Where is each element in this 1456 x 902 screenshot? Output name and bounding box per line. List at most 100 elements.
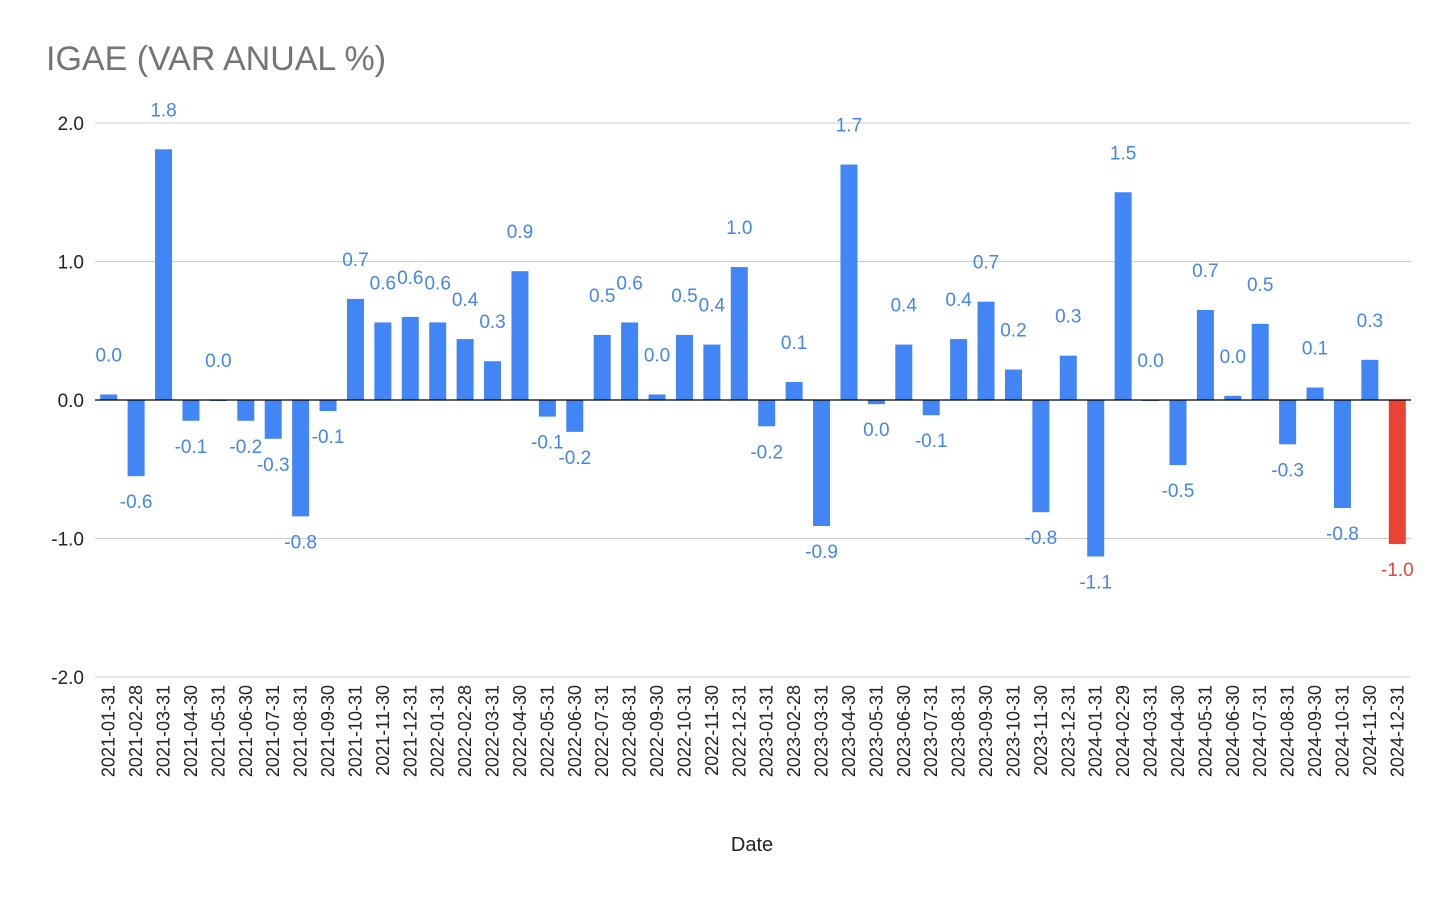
bar — [484, 361, 502, 400]
data-label: 0.5 — [671, 286, 697, 307]
data-label: -0.3 — [257, 455, 290, 476]
x-tick-label: 2023-03-31 — [812, 685, 832, 777]
data-label: 0.4 — [891, 296, 918, 317]
x-tick-label: 2021-07-31 — [263, 685, 283, 777]
x-tick-label: 2023-07-31 — [921, 685, 941, 777]
bar — [813, 400, 831, 527]
bar — [1279, 400, 1297, 445]
bar — [374, 322, 392, 400]
gridlines — [95, 122, 1411, 678]
x-tick-label: 2021-04-30 — [181, 685, 201, 777]
bar — [1087, 400, 1105, 557]
x-tick-label: 2021-10-31 — [345, 685, 365, 777]
bar — [785, 381, 803, 400]
bar — [867, 400, 885, 405]
bar — [1224, 395, 1242, 400]
data-label: 0.4 — [699, 296, 726, 317]
y-tick-label: 1.0 — [58, 253, 84, 274]
x-tick-label: 2022-06-30 — [565, 685, 585, 777]
data-label: 0.5 — [589, 286, 615, 307]
data-labels: 0.0-0.61.8-0.10.0-0.2-0.3-0.8-0.10.70.6 0… — [95, 100, 1413, 593]
x-tick-label: 2022-09-30 — [647, 685, 667, 777]
data-label: 0.0 — [205, 351, 231, 372]
x-tick-label: 2024-08-31 — [1278, 685, 1298, 777]
bar — [950, 339, 968, 400]
data-label: 1.5 — [1110, 143, 1136, 164]
data-label: -1.1 — [1079, 573, 1112, 594]
bar — [155, 149, 173, 400]
x-tick-label: 2021-03-31 — [154, 685, 174, 777]
data-label: -0.1 — [175, 437, 208, 458]
bar — [730, 267, 748, 400]
data-label: -0.2 — [229, 437, 262, 458]
data-label: 0.3 — [1055, 307, 1081, 328]
data-label: 0.0 — [644, 345, 670, 366]
bar — [566, 400, 584, 432]
data-label: -0.8 — [1326, 524, 1359, 545]
data-label: -0.1 — [531, 433, 564, 454]
data-label: 0.3 — [479, 312, 505, 333]
bar — [621, 322, 639, 400]
x-tick-label: 2024-03-31 — [1141, 685, 1161, 777]
data-label: 0.6 — [370, 273, 396, 294]
bar — [1196, 309, 1214, 400]
x-tick-label: 2024-09-30 — [1305, 685, 1325, 777]
bar — [1306, 387, 1324, 400]
x-tick-label: 2023-08-31 — [949, 685, 969, 777]
x-tick-label: 2021-06-30 — [236, 685, 256, 777]
data-label: 1.0 — [726, 218, 752, 239]
bar — [429, 322, 447, 400]
x-tick-label: 2021-01-31 — [99, 685, 119, 777]
x-tick-label: 2021-12-31 — [400, 685, 420, 777]
x-tick-label: 2023-06-30 — [894, 685, 914, 777]
data-label: 0.7 — [973, 253, 999, 274]
bar — [703, 344, 721, 400]
bar — [1004, 369, 1022, 400]
bar — [758, 400, 776, 427]
x-tick-label: 2023-02-28 — [784, 685, 804, 777]
bar — [922, 400, 940, 416]
data-label: 0.9 — [507, 222, 533, 243]
data-label: 0.1 — [1302, 339, 1328, 360]
x-tick-label: 2021-09-30 — [318, 685, 338, 777]
x-tick-label: 2022-10-31 — [674, 685, 694, 777]
y-tick-label: 2.0 — [58, 114, 84, 135]
bar — [100, 394, 118, 400]
x-tick-label: 2021-02-28 — [126, 685, 146, 777]
x-tick-label: 2022-02-28 — [455, 685, 475, 777]
bar — [456, 339, 474, 400]
data-label: 0.4 — [452, 290, 479, 311]
data-label: -0.6 — [120, 492, 153, 513]
data-label: 0.0 — [95, 345, 121, 366]
y-tick-label: -1.0 — [51, 530, 84, 551]
x-tick-label: 2024-04-30 — [1168, 685, 1188, 777]
x-tick-label: 2024-07-31 — [1250, 685, 1270, 777]
data-label: 0.5 — [1247, 275, 1273, 296]
x-tick-label: 2022-11-30 — [702, 685, 722, 776]
x-tick-label: 2024-11-30 — [1360, 685, 1380, 776]
y-axis-ticks: 2.0 1.0 0.0 -1.0 -2.0 — [51, 114, 84, 689]
x-tick-label: 2024-02-29 — [1113, 685, 1133, 777]
x-tick-label: 2021-05-31 — [208, 685, 228, 777]
x-tick-label: 2024-01-31 — [1086, 685, 1106, 777]
data-label: 0.4 — [945, 290, 972, 311]
x-tick-label: 2024-10-31 — [1332, 685, 1352, 777]
bar — [237, 400, 255, 421]
bar — [1251, 323, 1269, 400]
y-tick-label: -2.0 — [51, 668, 84, 689]
x-axis-label: Date — [731, 834, 773, 856]
bar — [292, 400, 310, 517]
bar — [648, 394, 666, 400]
x-tick-label: 2022-12-31 — [729, 685, 749, 777]
x-tick-label: 2021-08-31 — [291, 685, 311, 777]
bar — [1169, 400, 1187, 466]
data-label: -0.5 — [1162, 481, 1195, 502]
bar — [593, 334, 611, 400]
bar — [1032, 400, 1050, 513]
bar — [1114, 192, 1132, 400]
data-label: 0.2 — [1000, 321, 1026, 342]
x-tick-label: 2023-09-30 — [976, 685, 996, 777]
x-tick-label: 2023-10-31 — [1003, 685, 1023, 777]
bar — [1361, 359, 1379, 400]
